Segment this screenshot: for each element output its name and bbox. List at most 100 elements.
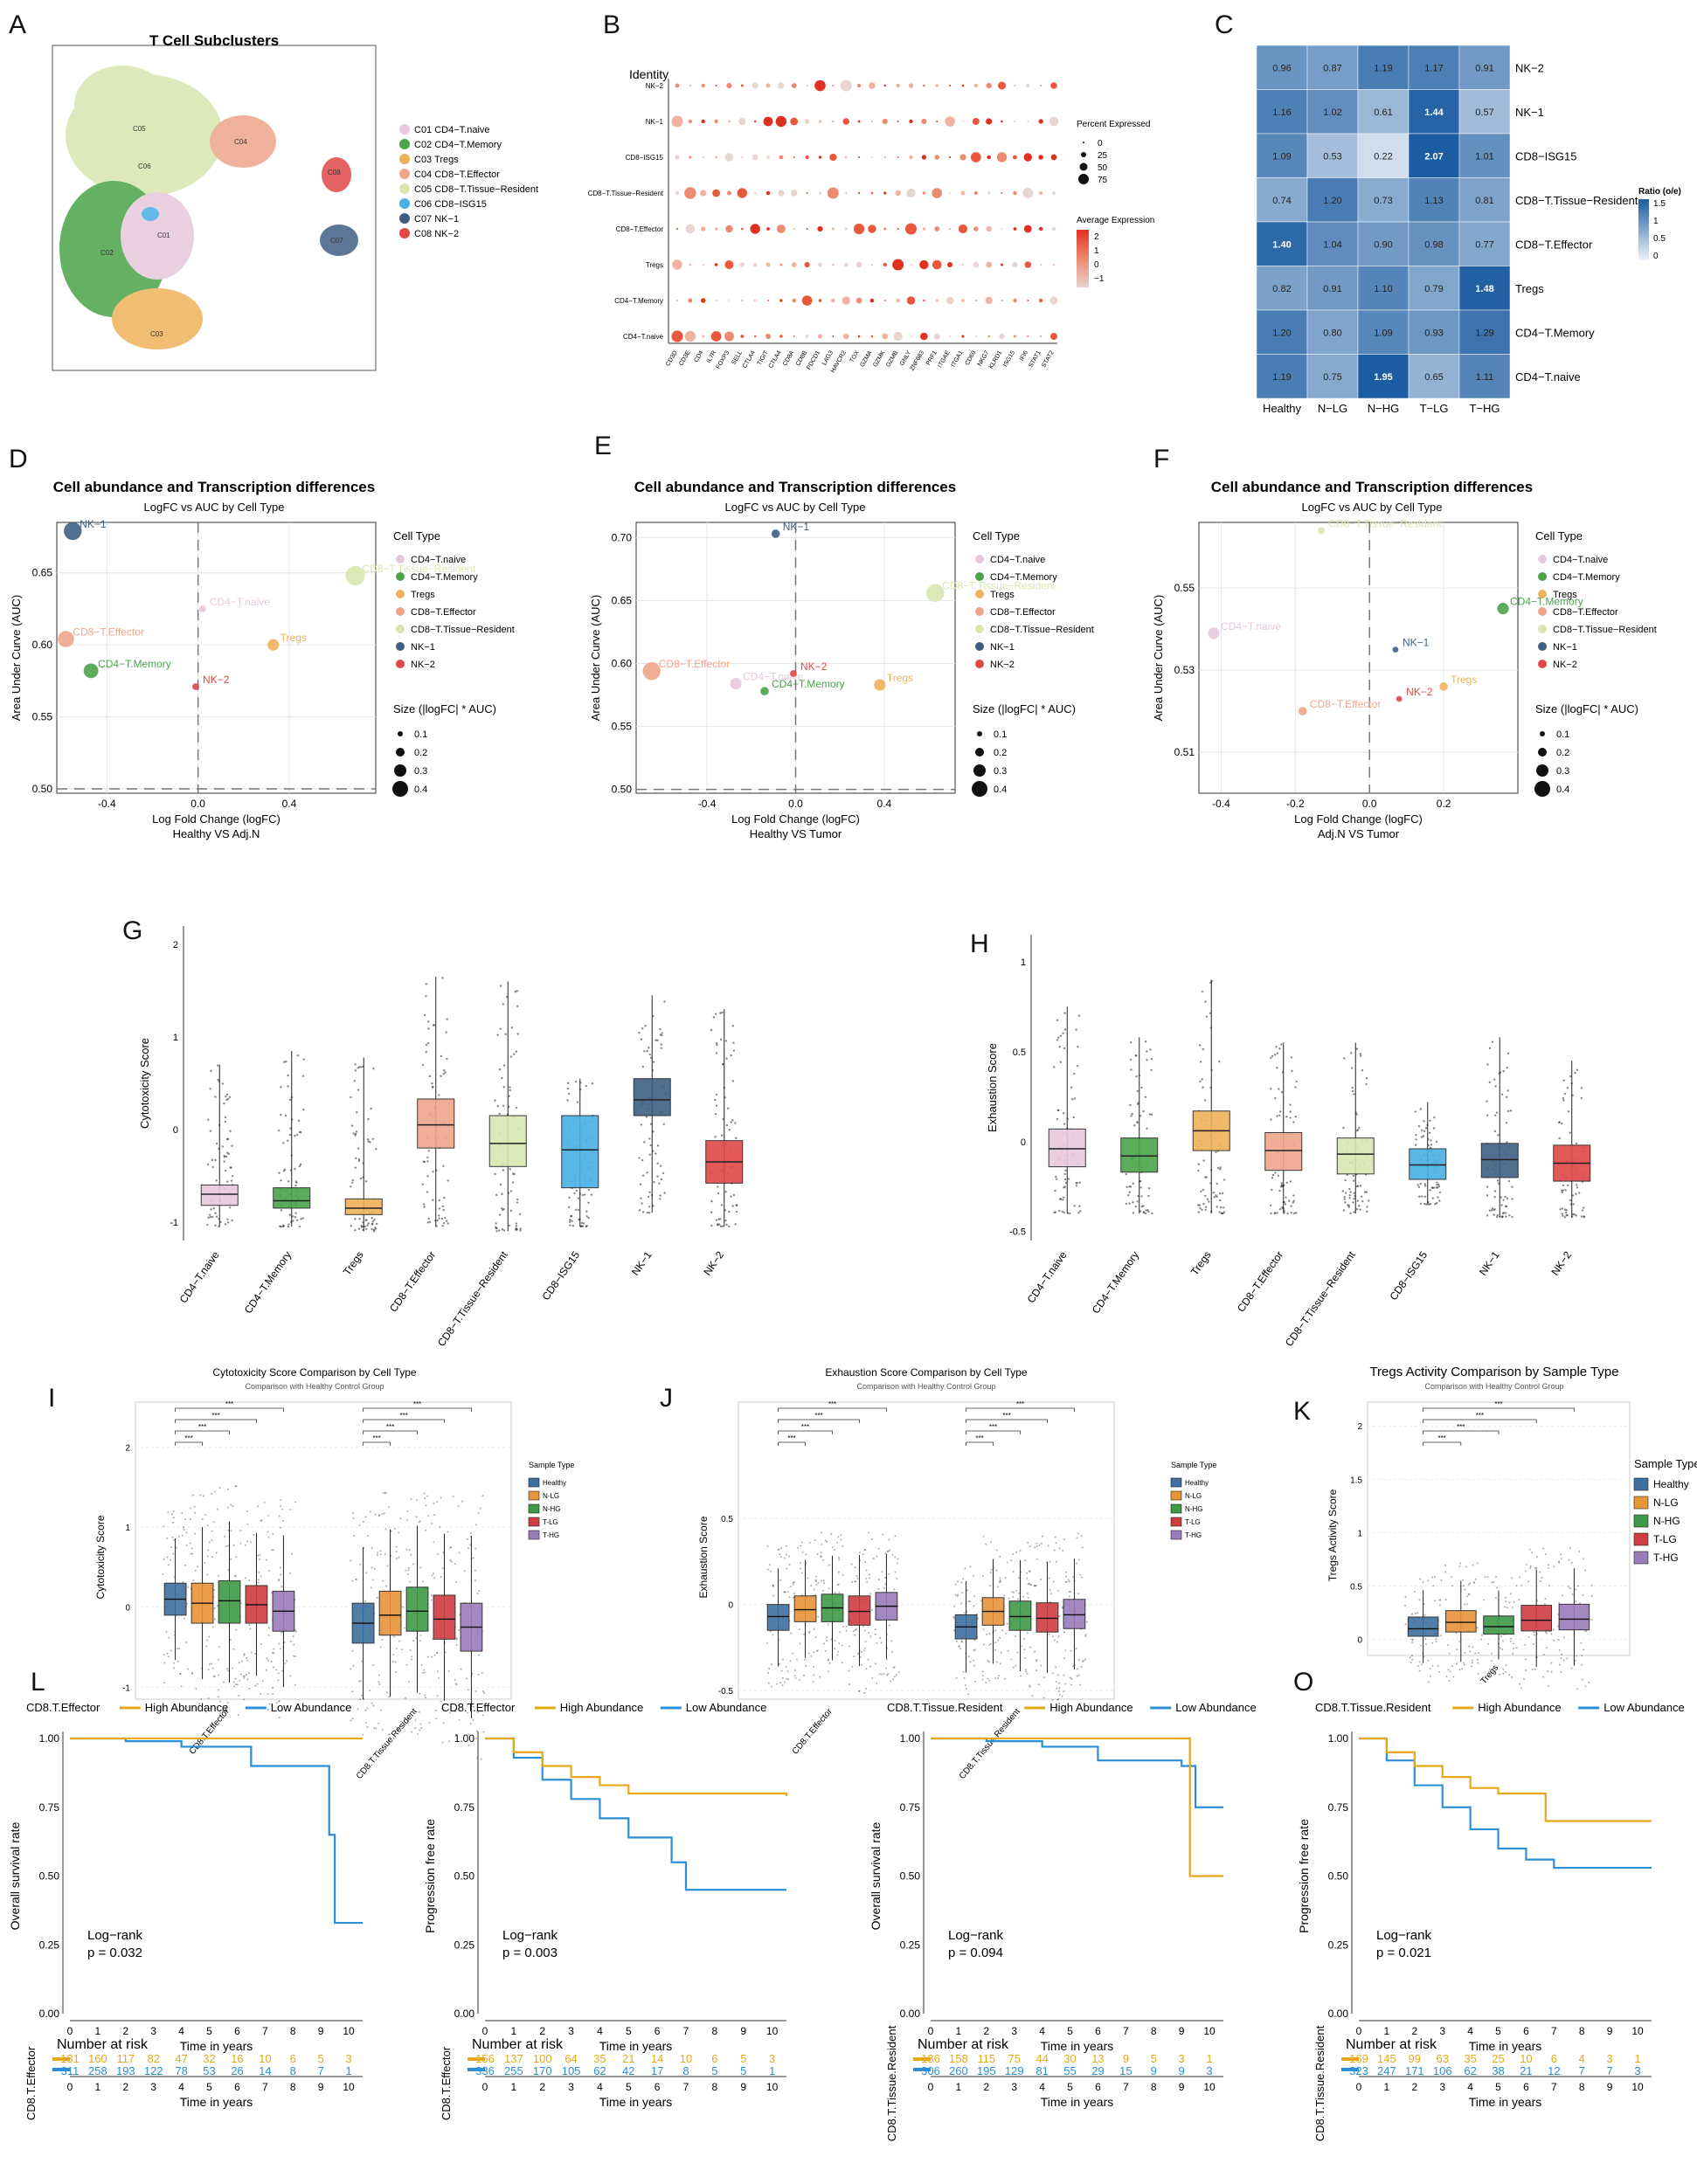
grouped-jitter-point [178,1672,181,1675]
grouped-jitter-point [892,1678,895,1681]
boxplot-jitter-point [438,1217,440,1220]
grouped-jitter-point [232,1505,234,1508]
survival-risk-x-tick: 3 [1439,2081,1445,2093]
dotplot-dot [935,84,939,87]
grouped-jitter-point [863,1548,866,1551]
grouped-jitter-point [352,1512,355,1515]
grouped-jitter-point [868,1573,870,1576]
dotplot-gene-label: GNLY [899,349,912,367]
boxplot-jitter-point [1365,1077,1368,1080]
boxplot-jitter-point [1130,1041,1132,1044]
boxplot-y-label: Cytotoxicity Score [138,1038,151,1129]
grouped-jitter-point [1410,1613,1413,1615]
grouped-jitter-point [890,1640,893,1642]
grouped-jitter-point [166,1537,169,1539]
survival-p-value: p = 0.021 [1376,1946,1431,1960]
boxplot-jitter-point [1279,1110,1282,1113]
heatmap-row-label: CD4−T.naive [1515,370,1581,384]
boxplot-jitter-point [1423,1120,1425,1123]
dotplot-dot [870,335,874,338]
umap-blob-c03 [112,288,203,349]
grouped-jitter-point [468,1733,470,1736]
grouped-jitter-point [1575,1588,1577,1591]
scatter-y-tick: 0.50 [32,783,53,795]
grouped-jitter-point [235,1485,238,1488]
grouped-jitter-point [211,1626,214,1628]
grouped-jitter-point [836,1584,839,1586]
boxplot-jitter-point [735,1137,738,1139]
grouped-jitter-point [179,1673,182,1676]
boxplot-jitter-point [661,1032,663,1034]
survival-x-tick: 1 [95,2025,101,2037]
grouped-jitter-point [805,1553,807,1556]
grouped-jitter-point [973,1639,976,1641]
grouped-jitter-point [1499,1673,1501,1676]
survival-risk-low-count: 247 [1377,2064,1396,2077]
grouped-jitter-point [1534,1668,1536,1670]
boxplot-jitter-point [1343,1057,1346,1060]
grouped-jitter-point [411,1731,413,1733]
dotplot-dot [741,156,744,159]
grouped-jitter-point [240,1660,243,1662]
boxplot-jitter-point [280,1209,283,1212]
grouped-jitter-point [273,1652,275,1655]
grouped-jitter-point [1438,1670,1441,1673]
grouped-jitter-point [1488,1668,1491,1670]
survival-x-tick: 5 [1067,2025,1073,2037]
grouped-jitter-point [1057,1589,1060,1592]
dotplot-gene-label: NKG7 [977,349,991,367]
survival-risk-x-tick: 5 [1067,2081,1073,2093]
umap-blob-c01 [121,192,194,280]
boxplot-jitter-point [1488,1081,1492,1084]
grouped-jitter-point [1068,1580,1070,1583]
grouped-jitter-point [769,1630,772,1633]
grouped-jitter-point [1055,1666,1057,1669]
grouped-jitter-point [1548,1564,1550,1566]
grouped-jitter-point [1031,1695,1034,1697]
scatter-legend-title: Cell Type [393,529,440,543]
boxplot-jitter-point [1500,1216,1504,1219]
boxplot-jitter-point [639,1183,642,1185]
grouped-jitter-point [434,1709,437,1711]
boxplot-jitter-point [516,990,519,992]
grouped-jitter-point [430,1599,433,1601]
grouped-jitter-point [1072,1665,1075,1668]
umap-legend-dot [399,213,410,224]
grouped-jitter-point [956,1580,959,1583]
boxplot-jitter-point [1139,1210,1142,1213]
grouped-jitter-point [420,1663,423,1666]
grouped-jitter-point [1438,1604,1441,1607]
boxplot-category-label: NK−1 [1477,1248,1502,1277]
heatmap-cell-value: 0.91 [1323,284,1341,294]
boxplot-jitter-point [224,1116,227,1119]
survival-y-label: Progression free rate [1297,1819,1311,1933]
dotplot-dot [974,300,977,301]
grouped-jitter-point [419,1520,421,1523]
boxplot-jitter-point [1567,1110,1570,1113]
grouped-jitter-point [377,1552,379,1554]
boxplot-jitter-point [1564,1189,1567,1192]
grouped-legend-label: Healthy [543,1479,566,1487]
grouped-jitter-point [1410,1655,1413,1657]
boxplot-jitter-point [641,1174,645,1177]
grouped-jitter-point [448,1711,451,1714]
dotplot-dot [961,335,965,338]
scatter-point-label: Tregs [281,632,307,644]
dotplot-dot [840,79,852,92]
grouped-jitter-point [1058,1694,1061,1697]
boxplot-jitter-point [513,1053,516,1055]
boxplot-jitter-point [1126,1185,1128,1188]
dotplot-dot [715,300,717,301]
grouped-box [378,1590,402,1636]
grouped-jitter-point [1476,1658,1479,1661]
grouped-jitter-point [1448,1652,1451,1655]
heatmap-row-label: CD8−T.Tissue−Resident [1515,194,1638,207]
grouped-jitter-point [410,1553,412,1556]
survival-x-tick: 7 [683,2025,689,2037]
grouped-jitter-point [401,1648,404,1651]
dotplot-dot [675,227,679,231]
boxplot-jitter-point [354,1166,357,1169]
grouped-jitter-point [1486,1642,1489,1645]
scatter-point-label: CD8−T.Tissue−Resident [363,563,476,575]
